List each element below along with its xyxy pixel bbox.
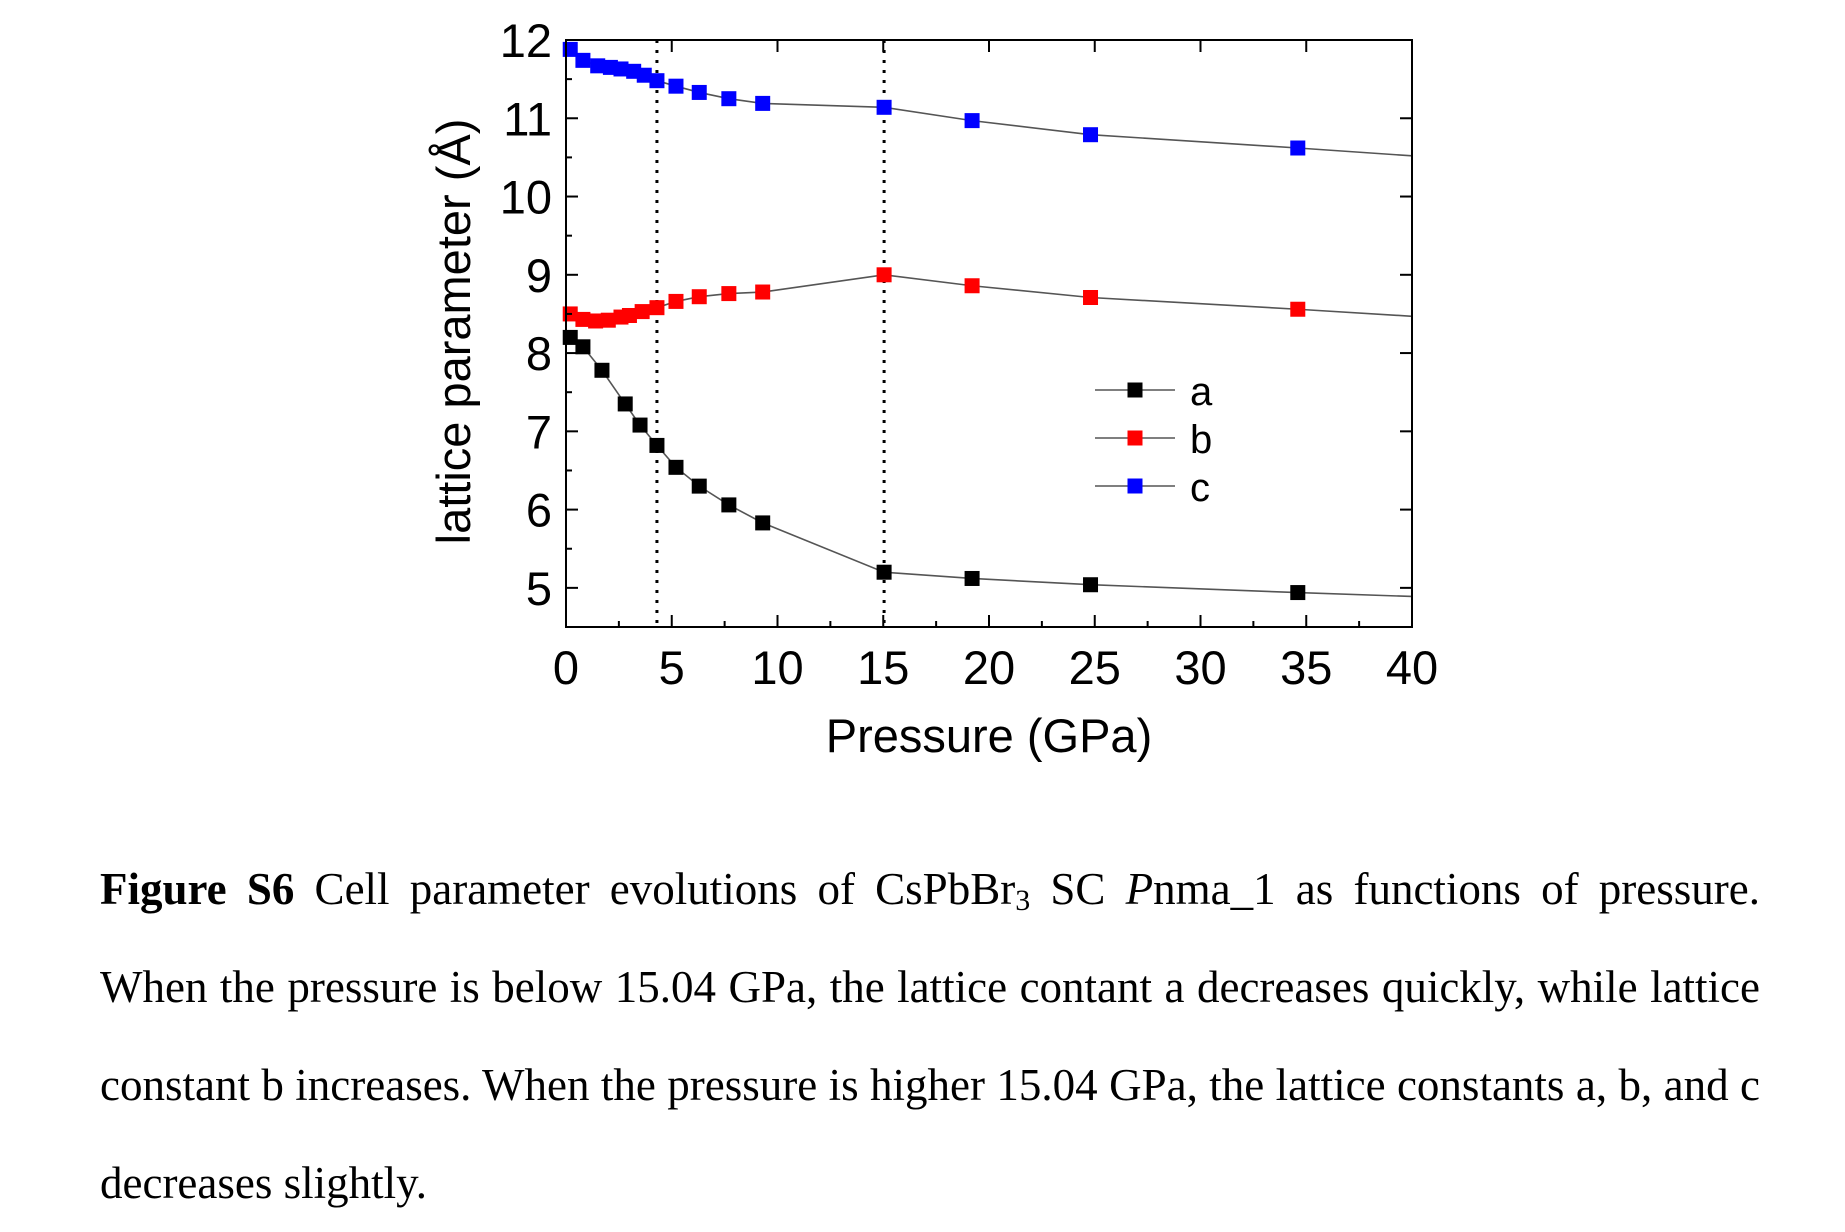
x-tick-label: 40: [1386, 641, 1438, 694]
data-point-c: [636, 67, 652, 83]
data-point-c: [964, 113, 980, 129]
data-point-a: [617, 396, 633, 412]
legend-marker-a: [1127, 382, 1143, 398]
series-markers: [562, 41, 1306, 601]
legend-label-c: c: [1190, 466, 1210, 510]
x-tick-label: 15: [857, 641, 909, 694]
x-tick-label: 20: [963, 641, 1015, 694]
y-tick-label: 10: [500, 171, 552, 224]
y-tick-label: 7: [526, 405, 552, 458]
caption-label: Figure S6: [100, 864, 295, 914]
x-tick-label: 10: [751, 641, 803, 694]
caption-text-3: nma_1 as functions of pressure. When the…: [100, 864, 1760, 1208]
data-point-a: [876, 564, 892, 580]
data-point-c: [590, 58, 606, 74]
caption-text-2: SC: [1030, 864, 1126, 914]
vertical-dotted-lines: [655, 40, 886, 627]
data-point-b: [649, 300, 665, 316]
data-point-a: [1290, 585, 1306, 601]
data-point-c: [721, 91, 737, 107]
data-point-b: [964, 278, 980, 294]
data-point-a: [575, 339, 591, 355]
caption-subscript: 3: [1015, 884, 1031, 917]
x-tick-label: 25: [1069, 641, 1121, 694]
caption-text-1: Cell parameter evolutions of CsPbBr: [294, 864, 1016, 914]
data-point-a: [691, 478, 707, 494]
x-tick-label: 30: [1174, 641, 1226, 694]
data-point-c: [613, 61, 629, 77]
series-line-a: [569, 336, 1413, 598]
data-point-a: [594, 362, 610, 378]
y-tick-label: 8: [526, 327, 552, 380]
data-point-a: [632, 417, 648, 433]
data-point-b: [1083, 289, 1099, 305]
axis-ticks: [565, 39, 1413, 627]
data-point-a: [668, 459, 684, 475]
legend-label-a: a: [1190, 370, 1213, 414]
data-point-c: [1083, 127, 1099, 143]
y-axis-label: lattice parameter (Å): [427, 119, 480, 545]
data-point-b: [755, 284, 771, 300]
data-point-a: [1083, 577, 1099, 593]
data-point-c: [649, 73, 665, 89]
data-point-a: [755, 515, 771, 531]
y-tick-label: 12: [500, 14, 552, 67]
data-point-a: [649, 437, 665, 453]
data-point-b: [588, 313, 604, 329]
data-point-c: [755, 95, 771, 111]
data-point-b: [721, 286, 737, 302]
series-line-c: [569, 48, 1413, 157]
data-point-b: [691, 289, 707, 305]
data-point-b: [634, 304, 650, 320]
data-point-a: [721, 497, 737, 513]
legend-marker-b: [1127, 430, 1143, 446]
data-point-c: [668, 78, 684, 94]
y-tick-label: 5: [526, 562, 552, 615]
y-tick-label: 9: [526, 249, 552, 302]
caption-italic: P: [1125, 864, 1154, 914]
data-point-b: [668, 293, 684, 309]
y-tick-label: 11: [503, 92, 552, 145]
data-point-b: [575, 311, 591, 327]
legend-label-b: b: [1190, 418, 1212, 462]
data-point-c: [1290, 140, 1306, 156]
data-point-b: [621, 307, 637, 323]
x-tick-label: 35: [1280, 641, 1332, 694]
data-point-c: [876, 99, 892, 115]
figure-caption: Figure S6 Cell parameter evolutions of C…: [100, 840, 1760, 1232]
y-tick-label: 6: [526, 484, 552, 537]
data-point-b: [600, 312, 616, 328]
x-tick-label: 5: [659, 641, 685, 694]
data-point-b: [1290, 301, 1306, 317]
plot-frame: [565, 39, 1413, 628]
legend-marker-c: [1127, 478, 1143, 494]
data-point-b: [876, 267, 892, 283]
x-tick-label: 0: [553, 641, 579, 694]
data-point-a: [964, 570, 980, 586]
data-point-c: [691, 84, 707, 100]
x-axis-label: Pressure (GPa): [826, 709, 1152, 762]
legend: abc: [1095, 370, 1213, 510]
series-lines: [569, 48, 1413, 598]
data-point-c: [575, 52, 591, 68]
